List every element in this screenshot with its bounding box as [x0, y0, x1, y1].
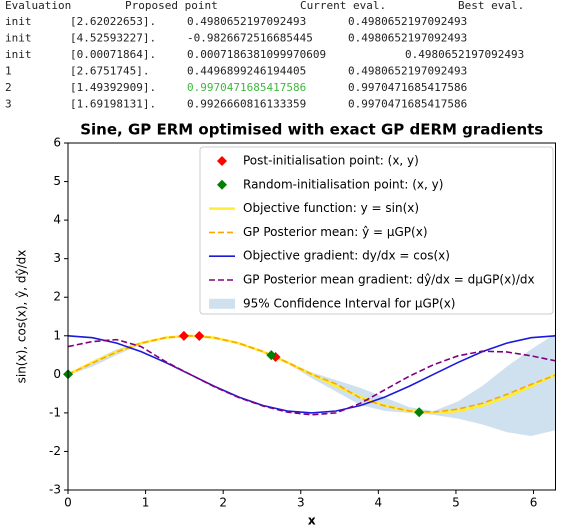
legend-label: Objective function: y = sin(x) — [243, 201, 419, 215]
x-tick-label: 1 — [142, 496, 150, 510]
line — [67, 334, 556, 413]
table-cell: 2 — [5, 81, 12, 94]
y-tick-label: 2 — [53, 290, 61, 304]
x-tick-label: 0 — [64, 496, 72, 510]
legend-label: GP Posterior mean: ŷ = μGP(x) — [243, 225, 428, 239]
x-axis-label: x — [308, 514, 316, 528]
y-tick-label: -2 — [49, 444, 61, 458]
legend-marker — [217, 179, 227, 190]
table-cell: [4.52593227]. — [70, 32, 156, 45]
x-tick-label: 2 — [219, 496, 227, 510]
table-cell: init — [5, 48, 32, 61]
table-cell: init — [5, 32, 32, 45]
plot-frame — [67, 142, 556, 491]
point — [178, 330, 189, 341]
legend-label: 95% Confidence Interval for μGP(x) — [243, 296, 456, 310]
legend-label: Random-initialisation point: (x, y) — [243, 177, 443, 191]
x-tick-label: 5 — [452, 496, 460, 510]
y-tick-label: 5 — [53, 174, 61, 188]
legend-marker — [217, 156, 227, 166]
table-cell: -0.9826672516685445 — [187, 32, 313, 45]
x-tick-label: 6 — [530, 496, 538, 510]
legend-label: Post-initialisation point: (x, y) — [243, 154, 419, 168]
table-header: Best eval. — [458, 0, 524, 12]
legend-patch — [209, 298, 235, 309]
table-cell: [1.49392909]. — [70, 81, 156, 94]
line — [67, 338, 556, 416]
x-tick-label: 3 — [297, 496, 305, 510]
table-cell: 0.4496899246194405 — [187, 65, 306, 78]
table-cell: 1 — [5, 65, 12, 78]
table-cell: init — [5, 15, 32, 28]
table-cell: 0.9926660816133359 — [187, 98, 306, 111]
table-cell: [2.6751745]. — [70, 65, 149, 78]
x-tick-label: 4 — [375, 496, 383, 510]
table-cell: [1.69198131]. — [70, 98, 156, 111]
legend-label: GP Posterior mean gradient: dŷ/dx = dμGP… — [243, 273, 535, 287]
y-axis-label: sin(x), cos(x), ŷ, dŷ/dx — [15, 250, 29, 384]
y-tick-label: 1 — [53, 328, 61, 342]
point — [414, 407, 425, 418]
table-cell: [0.00071864]. — [70, 48, 156, 61]
y-tick-label: -1 — [49, 405, 61, 419]
y-tick-label: 6 — [53, 136, 61, 150]
line — [67, 334, 556, 414]
table-cell: 0.9970471685417586 — [187, 81, 306, 94]
table-header: Proposed point — [125, 0, 218, 12]
table-cell: 0.4980652197092493 — [348, 32, 467, 45]
table-cell: 0.0007186381099970609 — [187, 48, 326, 61]
table-cell: 0.9970471685417586 — [348, 81, 467, 94]
chart-title: Sine, GP ERM optimised with exact GP dER… — [80, 121, 543, 139]
table-cell: 0.4980652197092493 — [348, 65, 467, 78]
y-tick-label: -3 — [49, 483, 61, 497]
confidence-band — [68, 333, 556, 437]
legend-label: Objective gradient: dy/dx = cos(x) — [243, 249, 450, 263]
legend-box — [199, 146, 554, 315]
y-tick-label: 0 — [53, 367, 61, 381]
table-cell: [2.62022653]. — [70, 15, 156, 28]
table-header: Evaluation — [5, 0, 71, 12]
point — [194, 331, 205, 342]
y-tick-label: 4 — [53, 213, 61, 227]
y-tick-label: 3 — [53, 251, 61, 265]
table-cell: 0.4980652197092493 — [187, 15, 306, 28]
table-cell: 0.4980652197092493 — [405, 48, 524, 61]
table-cell: 0.4980652197092493 — [348, 15, 467, 28]
point — [266, 350, 277, 361]
table-cell: 3 — [5, 98, 12, 111]
table-header: Current eval. — [300, 0, 386, 12]
table-cell: 0.9970471685417586 — [348, 98, 467, 111]
line — [67, 334, 557, 415]
